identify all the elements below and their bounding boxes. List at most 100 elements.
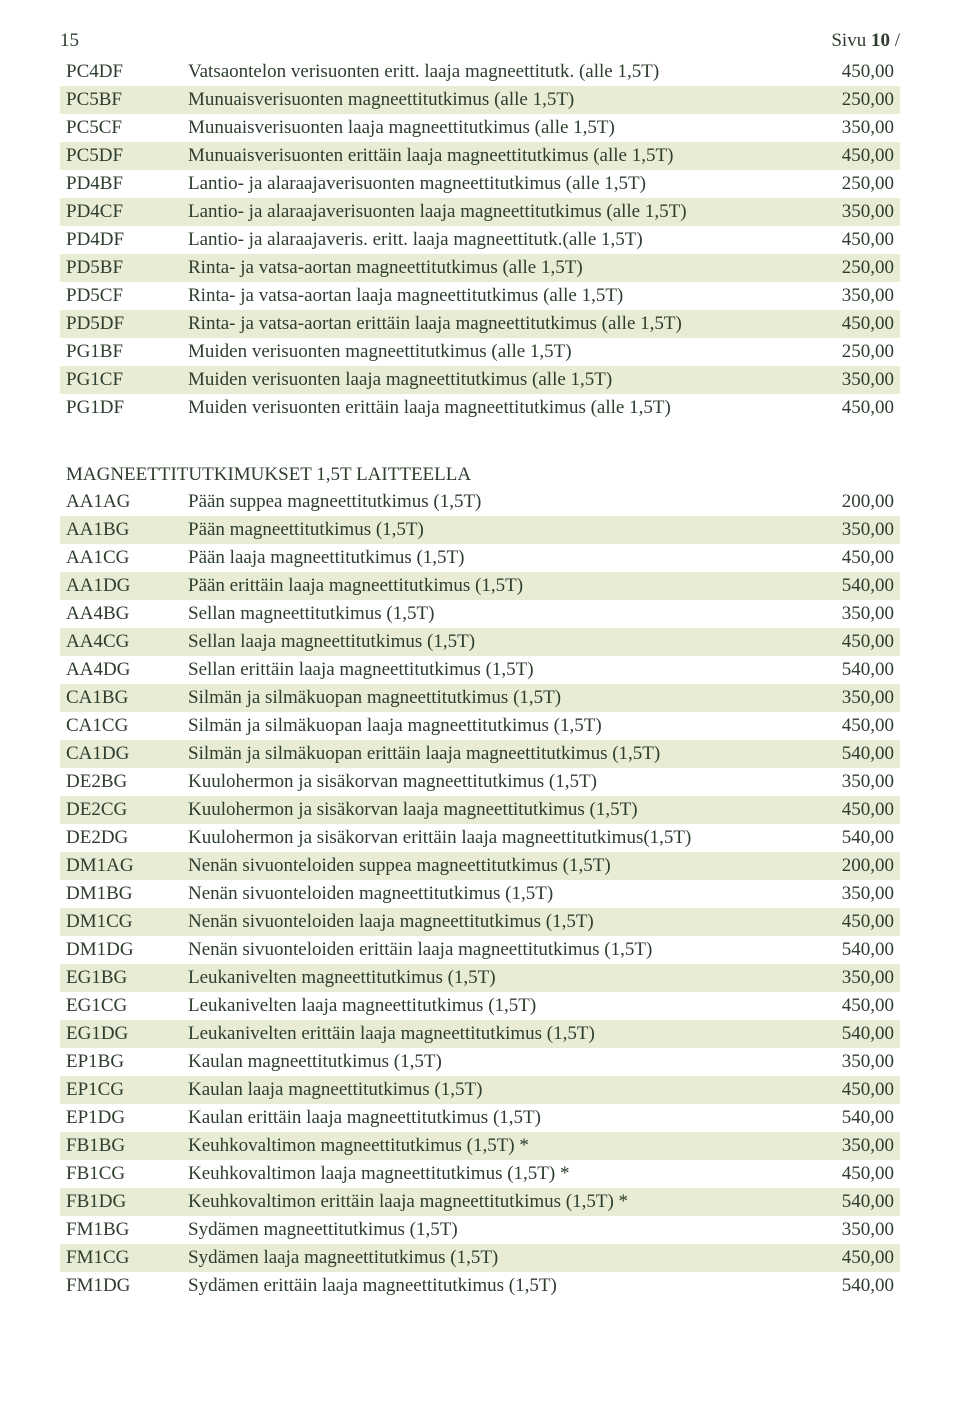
table-row: AA1AGPään suppea magneettitutkimus (1,5T… — [60, 488, 900, 516]
table-row: PD5DFRinta- ja vatsa-aortan erittäin laa… — [60, 310, 900, 338]
code-cell: PD4DF — [60, 226, 182, 254]
code-cell: PC5BF — [60, 86, 182, 114]
price-cell: 540,00 — [798, 1188, 900, 1216]
desc-cell: Lantio- ja alaraajaverisuonten magneetti… — [182, 170, 798, 198]
table-row: EP1CGKaulan laaja magneettitutkimus (1,5… — [60, 1076, 900, 1104]
price-cell: 250,00 — [798, 170, 900, 198]
desc-cell: Rinta- ja vatsa-aortan magneettitutkimus… — [182, 254, 798, 282]
code-cell: AA4CG — [60, 628, 182, 656]
price-cell: 200,00 — [798, 488, 900, 516]
page-header: 15 Sivu 10 / — [60, 30, 900, 52]
table-row: DM1AGNenän sivuonteloiden suppea magneet… — [60, 852, 900, 880]
code-cell: FB1CG — [60, 1160, 182, 1188]
table-row: AA1BGPään magneettitutkimus (1,5T)350,00 — [60, 516, 900, 544]
price-cell: 540,00 — [798, 1020, 900, 1048]
table-row: FB1CGKeuhkovaltimon laaja magneettitutki… — [60, 1160, 900, 1188]
table-row: DM1BGNenän sivuonteloiden magneettitutki… — [60, 880, 900, 908]
table-row: PC5DFMunuaisverisuonten erittäin laaja m… — [60, 142, 900, 170]
desc-cell: Nenän sivuonteloiden laaja magneettitutk… — [182, 908, 798, 936]
code-cell: AA1BG — [60, 516, 182, 544]
code-cell: AA1CG — [60, 544, 182, 572]
price-cell: 450,00 — [798, 310, 900, 338]
desc-cell: Muiden verisuonten erittäin laaja magnee… — [182, 394, 798, 422]
table-row: PG1BFMuiden verisuonten magneettitutkimu… — [60, 338, 900, 366]
table-row: EP1BGKaulan magneettitutkimus (1,5T)350,… — [60, 1048, 900, 1076]
price-cell: 350,00 — [798, 768, 900, 796]
price-cell: 450,00 — [798, 628, 900, 656]
price-cell: 540,00 — [798, 936, 900, 964]
code-cell: EG1BG — [60, 964, 182, 992]
table-row: FB1DGKeuhkovaltimon erittäin laaja magne… — [60, 1188, 900, 1216]
code-cell: AA1DG — [60, 572, 182, 600]
page-number-left: 15 — [60, 30, 79, 52]
table-row: EG1DGLeukanivelten erittäin laaja magnee… — [60, 1020, 900, 1048]
table-row: FB1BGKeuhkovaltimon magneettitutkimus (1… — [60, 1132, 900, 1160]
price-cell: 540,00 — [798, 1104, 900, 1132]
code-cell: PC5DF — [60, 142, 182, 170]
price-cell: 540,00 — [798, 656, 900, 684]
price-table-1: PC4DFVatsaontelon verisuonten eritt. laa… — [60, 58, 900, 422]
code-cell: PG1CF — [60, 366, 182, 394]
code-cell: EP1DG — [60, 1104, 182, 1132]
code-cell: AA4BG — [60, 600, 182, 628]
code-cell: PG1BF — [60, 338, 182, 366]
desc-cell: Nenän sivuonteloiden magneettitutkimus (… — [182, 880, 798, 908]
code-cell: DE2CG — [60, 796, 182, 824]
table-row: PC4DFVatsaontelon verisuonten eritt. laa… — [60, 58, 900, 86]
table-row: PC5CFMunuaisverisuonten laaja magneettit… — [60, 114, 900, 142]
desc-cell: Leukanivelten magneettitutkimus (1,5T) — [182, 964, 798, 992]
desc-cell: Pään suppea magneettitutkimus (1,5T) — [182, 488, 798, 516]
desc-cell: Sydämen magneettitutkimus (1,5T) — [182, 1216, 798, 1244]
price-cell: 540,00 — [798, 824, 900, 852]
code-cell: DE2DG — [60, 824, 182, 852]
code-cell: FM1BG — [60, 1216, 182, 1244]
code-cell: CA1CG — [60, 712, 182, 740]
code-cell: EP1BG — [60, 1048, 182, 1076]
table-row: CA1CGSilmän ja silmäkuopan laaja magneet… — [60, 712, 900, 740]
table-row: PD4CFLantio- ja alaraajaverisuonten laaj… — [60, 198, 900, 226]
price-cell: 450,00 — [798, 142, 900, 170]
table-row: CA1DGSilmän ja silmäkuopan erittäin laaj… — [60, 740, 900, 768]
desc-cell: Muiden verisuonten magneettitutkimus (al… — [182, 338, 798, 366]
table-row: PD5CFRinta- ja vatsa-aortan laaja magnee… — [60, 282, 900, 310]
price-cell: 350,00 — [798, 964, 900, 992]
code-cell: DM1BG — [60, 880, 182, 908]
desc-cell: Nenän sivuonteloiden erittäin laaja magn… — [182, 936, 798, 964]
price-cell: 350,00 — [798, 1048, 900, 1076]
code-cell: FM1DG — [60, 1272, 182, 1300]
desc-cell: Pään laaja magneettitutkimus (1,5T) — [182, 544, 798, 572]
price-cell: 350,00 — [798, 366, 900, 394]
desc-cell: Rinta- ja vatsa-aortan laaja magneettitu… — [182, 282, 798, 310]
code-cell: PG1DF — [60, 394, 182, 422]
table-row: DM1CGNenän sivuonteloiden laaja magneett… — [60, 908, 900, 936]
desc-cell: Leukanivelten erittäin laaja magneettitu… — [182, 1020, 798, 1048]
desc-cell: Rinta- ja vatsa-aortan erittäin laaja ma… — [182, 310, 798, 338]
code-cell: AA4DG — [60, 656, 182, 684]
desc-cell: Munuaisverisuonten laaja magneettitutkim… — [182, 114, 798, 142]
desc-cell: Kuulohermon ja sisäkorvan laaja magneett… — [182, 796, 798, 824]
page-number-right: Sivu 10 / — [831, 30, 900, 52]
code-cell: PC5CF — [60, 114, 182, 142]
code-cell: AA1AG — [60, 488, 182, 516]
desc-cell: Silmän ja silmäkuopan erittäin laaja mag… — [182, 740, 798, 768]
desc-cell: Muiden verisuonten laaja magneettitutkim… — [182, 366, 798, 394]
code-cell: DM1CG — [60, 908, 182, 936]
table-row: PD5BFRinta- ja vatsa-aortan magneettitut… — [60, 254, 900, 282]
price-cell: 350,00 — [798, 282, 900, 310]
price-cell: 200,00 — [798, 852, 900, 880]
desc-cell: Kaulan laaja magneettitutkimus (1,5T) — [182, 1076, 798, 1104]
desc-cell: Keuhkovaltimon erittäin laaja magneettit… — [182, 1188, 798, 1216]
code-cell: CA1BG — [60, 684, 182, 712]
code-cell: PD5BF — [60, 254, 182, 282]
spacer-row — [60, 422, 900, 450]
price-cell: 350,00 — [798, 1216, 900, 1244]
price-cell: 450,00 — [798, 1076, 900, 1104]
price-cell: 450,00 — [798, 712, 900, 740]
table-row: FM1BGSydämen magneettitutkimus (1,5T)350… — [60, 1216, 900, 1244]
price-cell: 250,00 — [798, 338, 900, 366]
desc-cell: Lantio- ja alaraajaverisuonten laaja mag… — [182, 198, 798, 226]
table-row: EP1DGKaulan erittäin laaja magneettitutk… — [60, 1104, 900, 1132]
price-cell: 450,00 — [798, 1160, 900, 1188]
desc-cell: Sellan erittäin laaja magneettitutkimus … — [182, 656, 798, 684]
code-cell: EG1CG — [60, 992, 182, 1020]
